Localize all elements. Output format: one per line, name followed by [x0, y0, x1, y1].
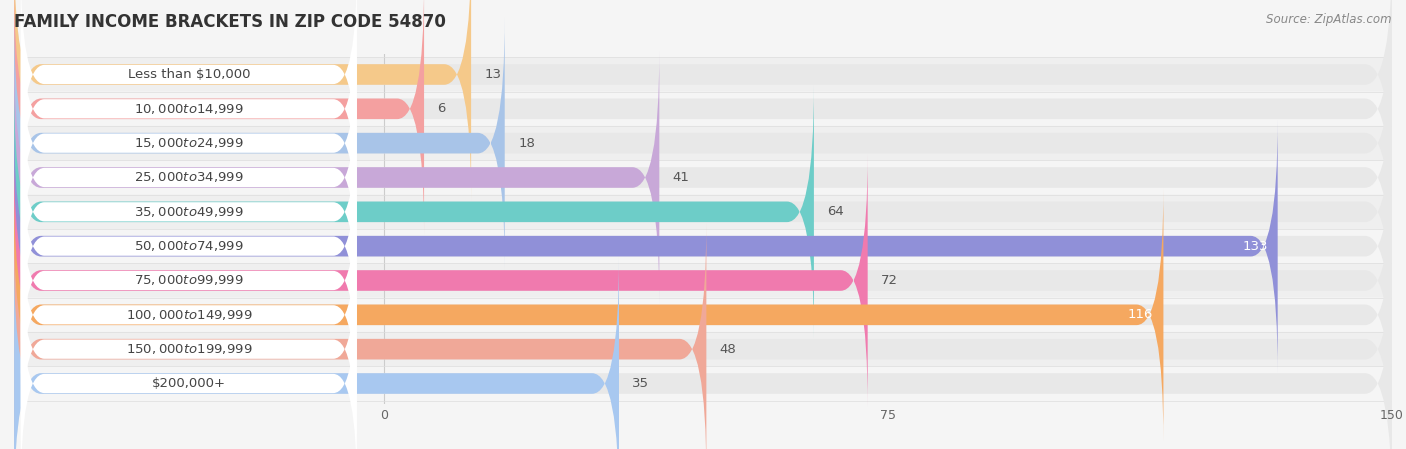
FancyBboxPatch shape [14, 188, 1163, 442]
Text: 35: 35 [633, 377, 650, 390]
FancyBboxPatch shape [14, 85, 1392, 339]
FancyBboxPatch shape [14, 50, 1392, 304]
FancyBboxPatch shape [21, 0, 357, 220]
FancyBboxPatch shape [14, 160, 1392, 195]
FancyBboxPatch shape [14, 119, 1278, 373]
FancyBboxPatch shape [14, 154, 1392, 408]
FancyBboxPatch shape [14, 366, 1392, 401]
FancyBboxPatch shape [14, 222, 1392, 449]
FancyBboxPatch shape [14, 16, 505, 270]
FancyBboxPatch shape [21, 101, 357, 322]
FancyBboxPatch shape [21, 273, 357, 449]
Text: Source: ZipAtlas.com: Source: ZipAtlas.com [1267, 13, 1392, 26]
FancyBboxPatch shape [14, 263, 1392, 298]
FancyBboxPatch shape [14, 0, 425, 236]
FancyBboxPatch shape [21, 170, 357, 391]
FancyBboxPatch shape [14, 50, 659, 304]
Text: $15,000 to $24,999: $15,000 to $24,999 [134, 136, 243, 150]
FancyBboxPatch shape [21, 33, 357, 254]
Text: 133: 133 [1241, 240, 1268, 253]
Text: 13: 13 [485, 68, 502, 81]
Text: 116: 116 [1128, 308, 1153, 321]
Text: 48: 48 [720, 343, 737, 356]
FancyBboxPatch shape [21, 67, 357, 288]
FancyBboxPatch shape [14, 0, 1392, 202]
Text: $25,000 to $34,999: $25,000 to $34,999 [134, 171, 243, 185]
Text: 72: 72 [882, 274, 898, 287]
FancyBboxPatch shape [14, 256, 619, 449]
FancyBboxPatch shape [21, 204, 357, 425]
FancyBboxPatch shape [14, 0, 471, 202]
Text: $200,000+: $200,000+ [152, 377, 226, 390]
FancyBboxPatch shape [21, 136, 357, 357]
FancyBboxPatch shape [14, 126, 1392, 160]
FancyBboxPatch shape [14, 92, 1392, 126]
Text: $50,000 to $74,999: $50,000 to $74,999 [134, 239, 243, 253]
FancyBboxPatch shape [14, 119, 1392, 373]
FancyBboxPatch shape [14, 298, 1392, 332]
FancyBboxPatch shape [14, 229, 1392, 263]
FancyBboxPatch shape [14, 222, 706, 449]
Text: $35,000 to $49,999: $35,000 to $49,999 [134, 205, 243, 219]
FancyBboxPatch shape [14, 332, 1392, 366]
Text: $100,000 to $149,999: $100,000 to $149,999 [125, 308, 252, 322]
Text: 41: 41 [672, 171, 689, 184]
Text: FAMILY INCOME BRACKETS IN ZIP CODE 54870: FAMILY INCOME BRACKETS IN ZIP CODE 54870 [14, 13, 446, 31]
Text: 18: 18 [519, 136, 536, 150]
FancyBboxPatch shape [14, 57, 1392, 92]
FancyBboxPatch shape [14, 154, 868, 408]
Text: Less than $10,000: Less than $10,000 [128, 68, 250, 81]
Text: $150,000 to $199,999: $150,000 to $199,999 [125, 342, 252, 356]
FancyBboxPatch shape [14, 188, 1392, 442]
FancyBboxPatch shape [21, 238, 357, 449]
FancyBboxPatch shape [14, 195, 1392, 229]
FancyBboxPatch shape [14, 0, 1392, 236]
FancyBboxPatch shape [21, 0, 357, 185]
Text: $75,000 to $99,999: $75,000 to $99,999 [134, 273, 243, 287]
Text: $10,000 to $14,999: $10,000 to $14,999 [134, 102, 243, 116]
FancyBboxPatch shape [14, 16, 1392, 270]
FancyBboxPatch shape [14, 256, 1392, 449]
Text: 6: 6 [437, 102, 446, 115]
Text: 64: 64 [827, 205, 844, 218]
FancyBboxPatch shape [14, 85, 814, 339]
